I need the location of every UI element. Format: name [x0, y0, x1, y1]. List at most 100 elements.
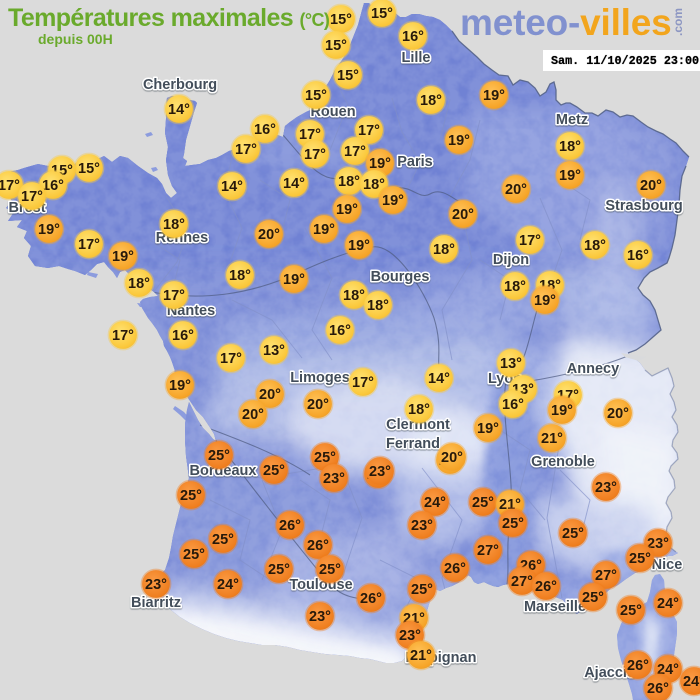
svg-text:23°: 23°	[369, 464, 391, 480]
svg-text:Lille: Lille	[401, 50, 430, 66]
svg-text:20°: 20°	[307, 397, 329, 413]
svg-text:25°: 25°	[582, 590, 604, 606]
svg-text:20°: 20°	[242, 407, 264, 423]
svg-text:Bordeaux: Bordeaux	[190, 463, 257, 479]
svg-text:Paris: Paris	[397, 154, 432, 170]
svg-text:15°: 15°	[325, 38, 347, 54]
svg-text:15°: 15°	[330, 12, 352, 28]
svg-text:15°: 15°	[78, 161, 100, 177]
svg-text:25°: 25°	[263, 463, 285, 479]
svg-text:Limoges: Limoges	[290, 370, 350, 386]
svg-text:18°: 18°	[504, 279, 526, 295]
svg-text:Nice: Nice	[652, 557, 683, 573]
svg-text:25°: 25°	[620, 603, 642, 619]
svg-text:19°: 19°	[313, 222, 335, 238]
svg-text:18°: 18°	[343, 288, 365, 304]
svg-text:20°: 20°	[258, 227, 280, 243]
svg-text:25°: 25°	[268, 562, 290, 578]
svg-text:19°: 19°	[369, 156, 391, 172]
svg-text:26°: 26°	[647, 681, 669, 697]
svg-text:Strasbourg: Strasbourg	[605, 198, 682, 214]
svg-text:18°: 18°	[559, 139, 581, 155]
svg-text:20°: 20°	[452, 207, 474, 223]
svg-text:18°: 18°	[367, 298, 389, 314]
svg-text:17°: 17°	[352, 375, 374, 391]
svg-text:20°: 20°	[259, 387, 281, 403]
svg-text:24°: 24°	[657, 662, 679, 678]
svg-text:21°: 21°	[541, 431, 563, 447]
svg-text:25°: 25°	[472, 495, 494, 511]
svg-text:16°: 16°	[254, 122, 276, 138]
svg-text:17°: 17°	[235, 142, 257, 158]
svg-text:Grenoble: Grenoble	[531, 454, 595, 470]
svg-text:27°: 27°	[477, 543, 499, 559]
svg-text:27°: 27°	[595, 568, 617, 584]
svg-text:18°: 18°	[229, 268, 251, 284]
svg-text:18°: 18°	[338, 174, 360, 190]
svg-text:26°: 26°	[627, 658, 649, 674]
svg-text:17°: 17°	[344, 144, 366, 160]
svg-text:19°: 19°	[169, 378, 191, 394]
svg-text:19°: 19°	[551, 403, 573, 419]
svg-text:15°: 15°	[371, 6, 393, 22]
svg-text:16°: 16°	[329, 323, 351, 339]
svg-text:Ferrand: Ferrand	[386, 436, 440, 452]
svg-text:23°: 23°	[647, 536, 669, 552]
svg-text:19°: 19°	[283, 272, 305, 288]
svg-text:16°: 16°	[42, 178, 64, 194]
svg-text:24°: 24°	[683, 674, 700, 690]
svg-text:14°: 14°	[168, 102, 190, 118]
svg-text:17°: 17°	[78, 237, 100, 253]
svg-text:25°: 25°	[212, 532, 234, 548]
svg-text:19°: 19°	[559, 168, 581, 184]
svg-text:Metz: Metz	[556, 112, 588, 128]
svg-text:25°: 25°	[183, 547, 205, 563]
svg-text:17°: 17°	[220, 351, 242, 367]
svg-text:25°: 25°	[502, 516, 524, 532]
svg-text:18°: 18°	[363, 177, 385, 193]
svg-text:23°: 23°	[411, 518, 433, 534]
svg-text:23°: 23°	[309, 609, 331, 625]
svg-text:16°: 16°	[502, 397, 524, 413]
svg-text:21°: 21°	[410, 648, 432, 664]
svg-text:19°: 19°	[534, 293, 556, 309]
svg-text:25°: 25°	[411, 582, 433, 598]
svg-text:24°: 24°	[424, 495, 446, 511]
svg-text:17°: 17°	[163, 288, 185, 304]
svg-text:14°: 14°	[428, 371, 450, 387]
svg-text:19°: 19°	[483, 88, 505, 104]
svg-text:16°: 16°	[402, 29, 424, 45]
svg-text:18°: 18°	[128, 276, 150, 292]
svg-text:23°: 23°	[323, 471, 345, 487]
svg-text:17°: 17°	[299, 127, 321, 143]
svg-text:25°: 25°	[208, 448, 230, 464]
svg-text:Biarritz: Biarritz	[131, 595, 181, 611]
svg-text:26°: 26°	[307, 538, 329, 554]
svg-text:19°: 19°	[477, 421, 499, 437]
svg-text:Marseille: Marseille	[524, 599, 586, 615]
svg-text:13°: 13°	[263, 343, 285, 359]
svg-text:20°: 20°	[607, 406, 629, 422]
svg-text:23°: 23°	[399, 628, 421, 644]
svg-text:23°: 23°	[145, 577, 167, 593]
svg-text:26°: 26°	[279, 518, 301, 534]
svg-text:18°: 18°	[584, 238, 606, 254]
svg-text:16°: 16°	[627, 248, 649, 264]
svg-text:19°: 19°	[38, 222, 60, 238]
svg-text:19°: 19°	[336, 202, 358, 218]
svg-text:17°: 17°	[0, 178, 20, 194]
svg-text:17°: 17°	[519, 233, 541, 249]
svg-text:17°: 17°	[21, 189, 43, 205]
svg-text:Annecy: Annecy	[567, 361, 619, 377]
svg-text:19°: 19°	[448, 133, 470, 149]
svg-text:26°: 26°	[360, 591, 382, 607]
svg-text:Cherbourg: Cherbourg	[143, 77, 217, 93]
svg-text:15°: 15°	[337, 68, 359, 84]
svg-text:17°: 17°	[358, 123, 380, 139]
svg-text:26°: 26°	[444, 561, 466, 577]
svg-text:18°: 18°	[408, 402, 430, 418]
svg-text:18°: 18°	[433, 242, 455, 258]
svg-text:Dijon: Dijon	[493, 252, 529, 268]
svg-text:16°: 16°	[172, 328, 194, 344]
svg-text:25°: 25°	[319, 562, 341, 578]
